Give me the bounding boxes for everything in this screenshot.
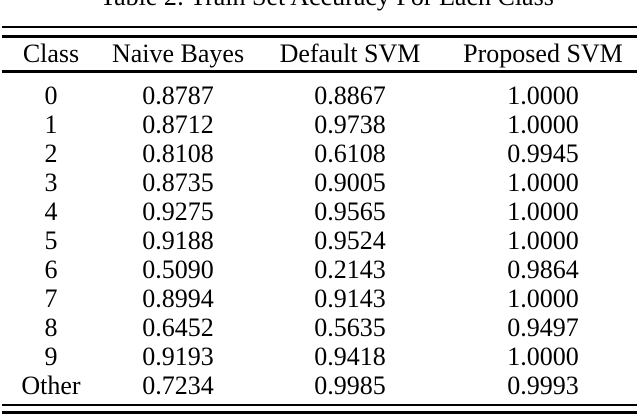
table-cell-class: 9 (44, 341, 58, 371)
table-cell-naive-bayes: 0.5090 (142, 254, 214, 284)
table-cell-class: 7 (44, 283, 58, 313)
table-cell-default-svm: 0.6108 (314, 138, 386, 168)
table-cell-default-svm: 0.9143 (314, 283, 386, 313)
table-body: 0 0.8787 0.8867 1.0000 1 0.8712 0.9738 1… (0, 81, 640, 400)
table-cell-naive-bayes: 0.9188 (142, 225, 214, 255)
table-cell-naive-bayes: 0.9193 (142, 341, 214, 371)
table-cell-class: 6 (44, 254, 58, 284)
table-cell-proposed-svm: 1.0000 (507, 225, 579, 255)
table-cell-default-svm: 0.5635 (314, 312, 386, 342)
table-cell-default-svm: 0.9738 (314, 109, 386, 139)
table-row: 8 0.6452 0.5635 0.9497 (0, 313, 640, 342)
table-header-row: Class Naive Bayes Default SVM Proposed S… (0, 39, 640, 69)
table-cell-naive-bayes: 0.9275 (142, 196, 214, 226)
top-rule-outer (2, 26, 637, 28)
table-cell-proposed-svm: 1.0000 (507, 80, 579, 110)
table-cell-proposed-svm: 1.0000 (507, 109, 579, 139)
column-header-proposed-svm: Proposed SVM (463, 39, 623, 68)
table-row: 9 0.9193 0.9418 1.0000 (0, 342, 640, 371)
table-cell-default-svm: 0.8867 (314, 80, 386, 110)
table-cell-proposed-svm: 0.9864 (507, 254, 579, 284)
table-cell-class: 5 (44, 225, 58, 255)
table-cell-default-svm: 0.9565 (314, 196, 386, 226)
table-row: 0 0.8787 0.8867 1.0000 (0, 81, 640, 110)
table-cell-default-svm: 0.9524 (314, 225, 386, 255)
bottom-rule-outer (2, 411, 637, 414)
table-cell-class: 3 (44, 167, 58, 197)
table-cell-proposed-svm: 0.9497 (507, 312, 579, 342)
table-cell-naive-bayes: 0.7234 (142, 370, 214, 400)
table-row: 6 0.5090 0.2143 0.9864 (0, 255, 640, 284)
table-cell-class: 1 (44, 109, 58, 139)
column-header-default-svm: Default SVM (279, 39, 421, 68)
table-cell-naive-bayes: 0.8108 (142, 138, 214, 168)
table-cell-proposed-svm: 1.0000 (507, 167, 579, 197)
header-rule (2, 70, 637, 73)
table-cell-class: 2 (44, 138, 58, 168)
table-row: 7 0.8994 0.9143 1.0000 (0, 284, 640, 313)
table-caption: Table 2: Train Set Accuracy For Each Cla… (100, 0, 554, 10)
table-cell-naive-bayes: 0.8994 (142, 283, 214, 313)
table-cell-default-svm: 0.9005 (314, 167, 386, 197)
table-cell-class: 0 (44, 80, 58, 110)
table-row: Other 0.7234 0.9985 0.9993 (0, 371, 640, 400)
table-cell-default-svm: 0.9985 (314, 370, 386, 400)
bottom-rule-inner (2, 404, 637, 406)
table-cell-naive-bayes: 0.6452 (142, 312, 214, 342)
table-cell-naive-bayes: 0.8712 (142, 109, 214, 139)
table-cell-proposed-svm: 1.0000 (507, 341, 579, 371)
column-header-class: Class (22, 39, 80, 68)
table-row: 2 0.8108 0.6108 0.9945 (0, 139, 640, 168)
table-cell-naive-bayes: 0.8787 (142, 80, 214, 110)
table-row: 1 0.8712 0.9738 1.0000 (0, 110, 640, 139)
column-header-naive-bayes: Naive Bayes (111, 39, 245, 68)
table-row: 5 0.9188 0.9524 1.0000 (0, 226, 640, 255)
table-row: 3 0.8735 0.9005 1.0000 (0, 168, 640, 197)
table-cell-proposed-svm: 0.9945 (507, 138, 579, 168)
table-cell-proposed-svm: 1.0000 (507, 196, 579, 226)
table-cell-proposed-svm: 1.0000 (507, 283, 579, 313)
table-cell-class: 4 (44, 196, 58, 226)
table-cell-class: Other (21, 370, 81, 400)
table-row: 4 0.9275 0.9565 1.0000 (0, 197, 640, 226)
table-cell-class: 8 (44, 312, 58, 342)
table-cell-default-svm: 0.9418 (314, 341, 386, 371)
top-rule-inner (2, 35, 637, 38)
table-cell-naive-bayes: 0.8735 (142, 167, 214, 197)
table-cell-proposed-svm: 0.9993 (507, 370, 579, 400)
table-cell-default-svm: 0.2143 (314, 254, 386, 284)
